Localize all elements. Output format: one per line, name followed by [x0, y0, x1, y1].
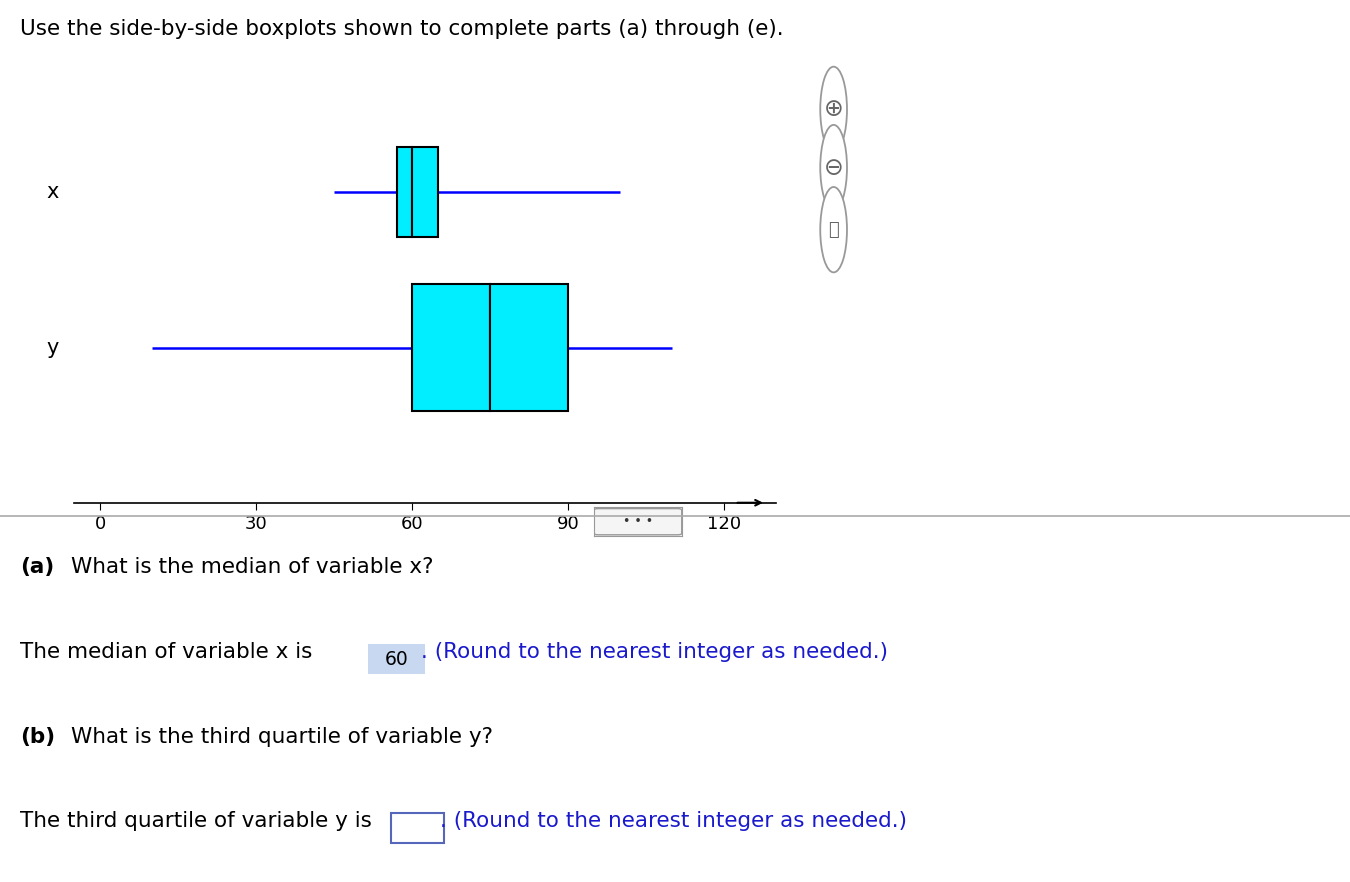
Bar — [490, 284, 568, 411]
Text: . (Round to the nearest integer as needed.): . (Round to the nearest integer as neede… — [421, 642, 888, 662]
Bar — [412, 147, 439, 237]
FancyBboxPatch shape — [594, 509, 682, 534]
Circle shape — [821, 187, 846, 273]
Text: What is the third quartile of variable y?: What is the third quartile of variable y… — [70, 727, 493, 747]
Text: (a): (a) — [20, 557, 54, 578]
Text: The third quartile of variable y is: The third quartile of variable y is — [20, 811, 373, 832]
FancyBboxPatch shape — [369, 644, 425, 674]
Text: (b): (b) — [20, 727, 55, 747]
FancyBboxPatch shape — [390, 813, 444, 843]
Text: ⊕: ⊕ — [824, 97, 844, 122]
Circle shape — [821, 125, 846, 210]
Text: . (Round to the nearest integer as needed.): . (Round to the nearest integer as neede… — [440, 811, 907, 832]
Circle shape — [821, 67, 846, 152]
Bar — [397, 147, 412, 237]
Text: ⧉: ⧉ — [829, 220, 838, 239]
Bar — [412, 284, 490, 411]
Text: 60: 60 — [385, 649, 409, 669]
Text: ⊖: ⊖ — [824, 155, 844, 180]
Text: x: x — [46, 183, 58, 202]
Text: • • •: • • • — [622, 514, 653, 527]
Text: The median of variable x is: The median of variable x is — [20, 642, 313, 662]
Text: What is the median of variable x?: What is the median of variable x? — [70, 557, 433, 578]
Text: y: y — [46, 338, 58, 357]
Text: Use the side-by-side boxplots shown to complete parts (a) through (e).: Use the side-by-side boxplots shown to c… — [20, 19, 784, 40]
